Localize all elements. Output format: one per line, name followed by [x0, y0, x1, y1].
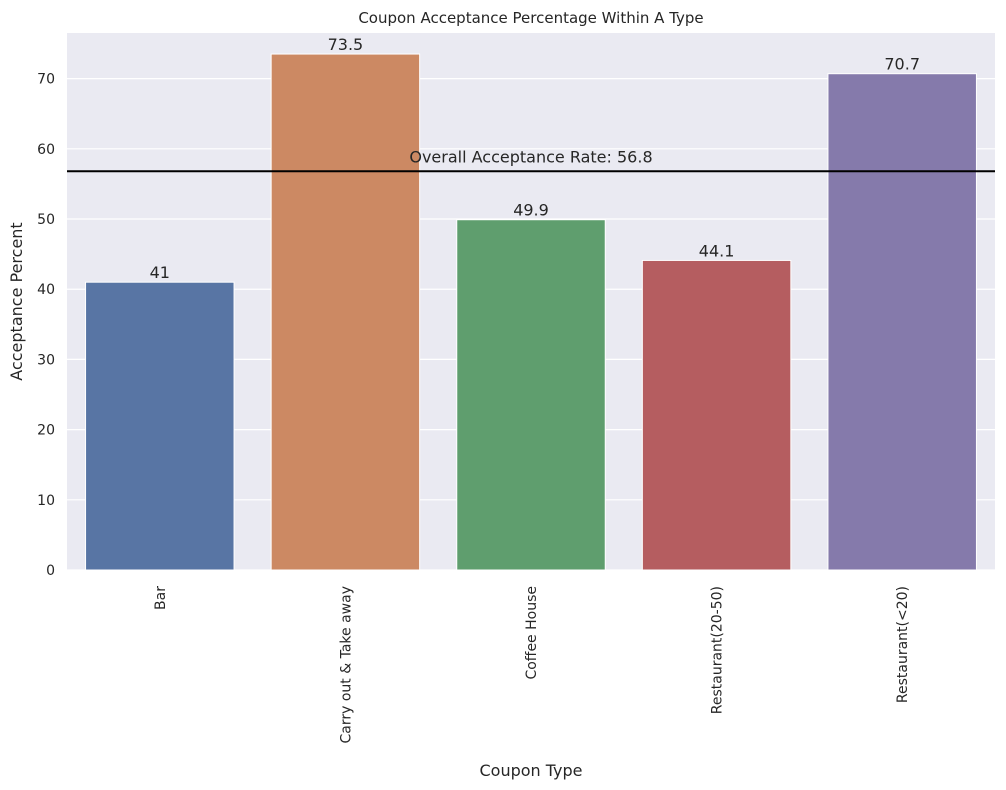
bar-1	[85, 281, 235, 571]
y-tick-label: 0	[46, 563, 55, 579]
bars	[85, 53, 977, 571]
bar-3	[456, 219, 606, 571]
x-axis-title: Coupon Type	[479, 761, 582, 780]
y-axis-title: Acceptance Percent	[7, 222, 26, 380]
x-tick-label-1: Bar	[153, 586, 169, 610]
data-label-2: 73.5	[328, 35, 364, 54]
chart-title: Coupon Acceptance Percentage Within A Ty…	[358, 9, 703, 27]
overall-acceptance-label: Overall Acceptance Rate: 56.8	[409, 147, 652, 166]
y-tick-label: 10	[37, 493, 55, 509]
x-tick-label-5: Restaurant(<20)	[895, 586, 911, 703]
data-label-5: 70.7	[884, 55, 920, 74]
y-tick-label: 50	[37, 212, 55, 228]
data-label-1: 41	[150, 263, 170, 282]
bar-4	[641, 259, 792, 571]
y-tick-label: 40	[37, 282, 55, 298]
x-tick-label-3: Coffee House	[524, 586, 540, 680]
data-label-3: 49.9	[513, 201, 549, 220]
y-axis-ticks: 0 10 20 30 40 50 60 70	[37, 72, 55, 579]
y-tick-label: 60	[37, 142, 55, 158]
y-tick-label: 70	[37, 72, 55, 88]
y-tick-label: 30	[37, 352, 55, 368]
data-label-4: 44.1	[699, 241, 735, 260]
reference-line-group: Overall Acceptance Rate: 56.8	[67, 147, 995, 173]
bar-5	[827, 73, 977, 571]
x-tick-label-2: Carry out & Take away	[338, 586, 354, 743]
bar-2	[270, 53, 421, 571]
y-tick-label: 20	[37, 423, 55, 439]
data-labels: 41 73.5 49.9 44.1 70.7	[150, 35, 920, 282]
x-tick-label-4: Restaurant(20-50)	[710, 586, 726, 714]
x-axis-ticks: Bar Carry out & Take away Coffee House Rest…	[153, 586, 911, 744]
